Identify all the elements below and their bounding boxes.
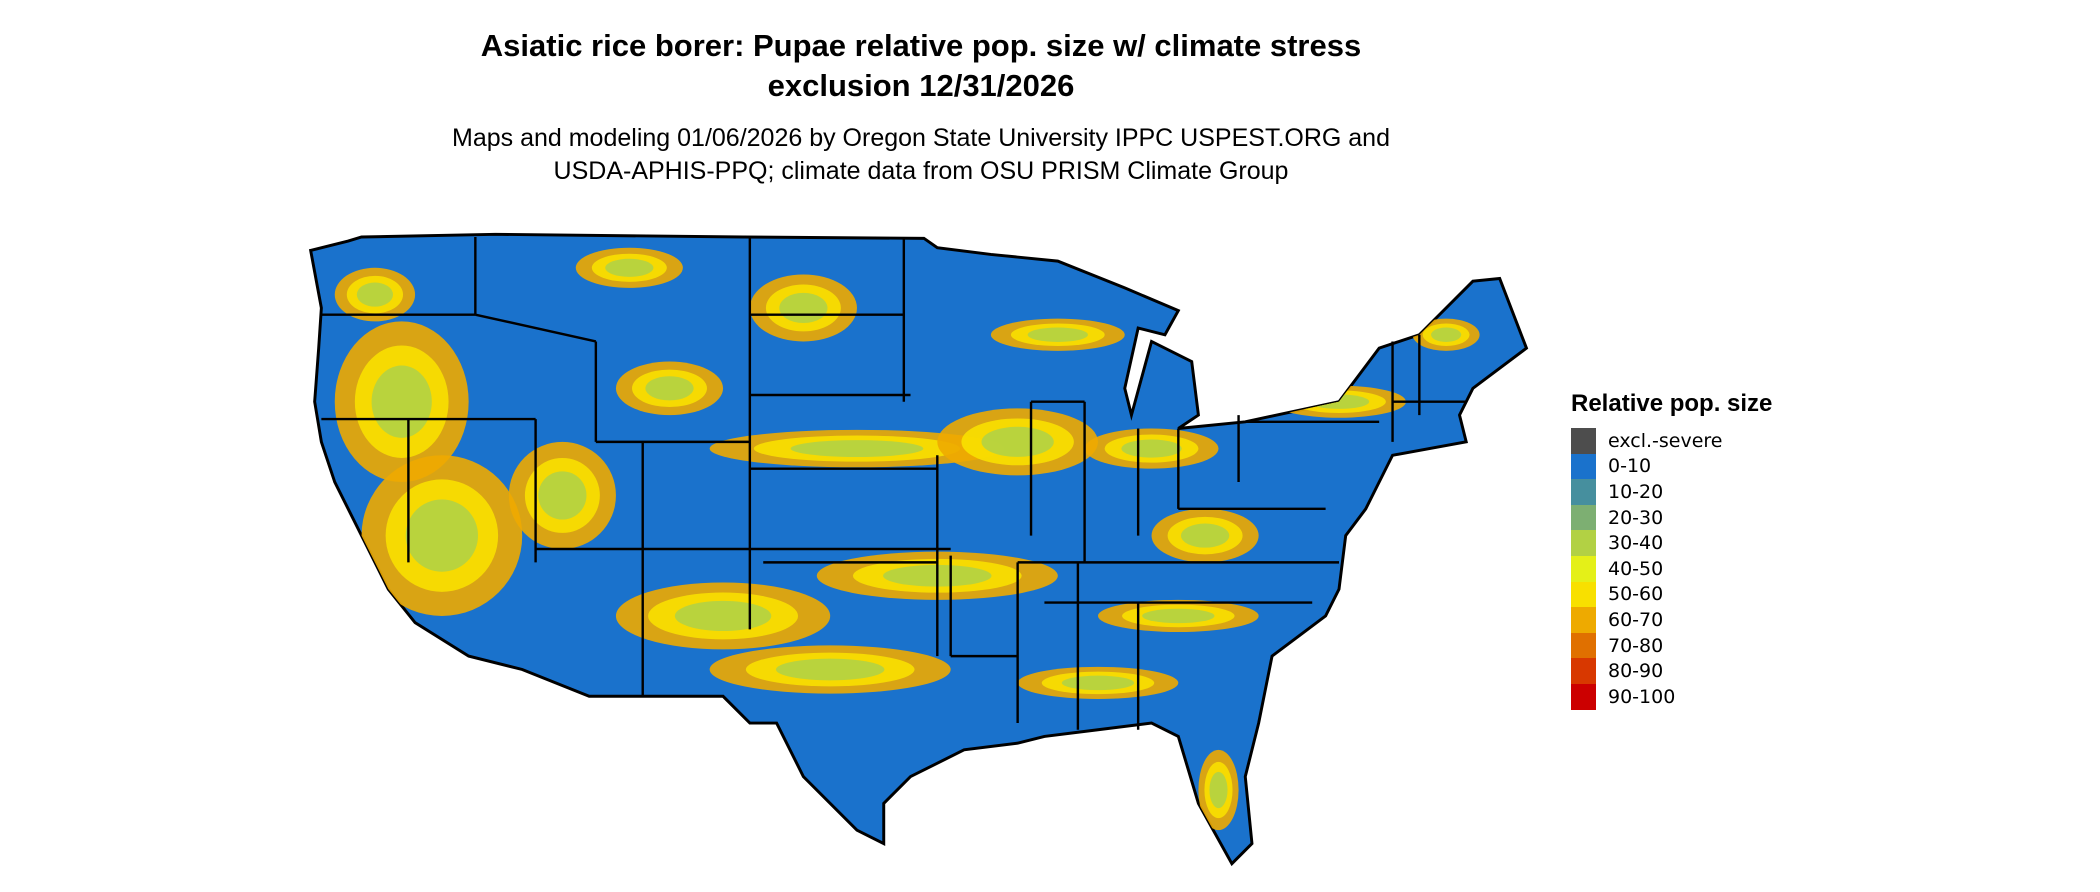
suitability-patch [1209, 771, 1228, 809]
legend-item: excl.-severe [1571, 428, 1772, 454]
legend-label: 90-100 [1608, 685, 1676, 708]
state-borders [321, 237, 1467, 730]
map-subtitle-line1: Maps and modeling 01/06/2026 by Oregon S… [452, 124, 1390, 152]
legend-item: 30-40 [1571, 530, 1772, 556]
suitability-patch [1180, 523, 1230, 548]
legend-item: 70-80 [1571, 632, 1772, 659]
suitability-patch [356, 282, 393, 307]
legend-swatch [1571, 658, 1596, 684]
legend-item: 50-60 [1571, 581, 1772, 608]
suitability-areas [334, 247, 1480, 831]
suitability-patch [1121, 439, 1182, 458]
legend-label: 80-90 [1608, 660, 1664, 683]
legend-swatch [1571, 683, 1596, 710]
suitability-patch [790, 440, 924, 458]
legend-item: 90-100 [1571, 683, 1772, 710]
suitability-patch [981, 426, 1054, 457]
suitability-patch [538, 471, 587, 520]
suitability-patch [371, 365, 432, 438]
legend-label: 10-20 [1608, 480, 1664, 503]
legend-item: 80-90 [1571, 658, 1772, 684]
legend-label: 50-60 [1608, 583, 1664, 606]
legend-swatch [1571, 555, 1596, 582]
legend-label: 0-10 [1608, 455, 1652, 478]
legend-swatch [1571, 632, 1596, 659]
legend-item: 0-10 [1571, 453, 1772, 480]
legend-swatch [1571, 453, 1596, 480]
legend-label: excl.-severe [1608, 429, 1723, 452]
map-title-line2: exclusion 12/31/2026 [767, 68, 1075, 103]
map-title-line1: Asiatic rice borer: Pupae relative pop. … [480, 28, 1362, 63]
legend-item: 20-30 [1571, 504, 1772, 531]
suitability-patch [1431, 327, 1462, 342]
suitability-patch [645, 376, 694, 401]
legend-label: 30-40 [1608, 532, 1664, 555]
legend-title: Relative pop. size [1571, 390, 1773, 417]
legend-swatch [1571, 607, 1596, 633]
suitability-patch [1027, 327, 1088, 342]
legend-swatch [1571, 428, 1596, 454]
suitability-patch [405, 499, 479, 572]
legend-swatch [1571, 530, 1596, 556]
legend: Relative pop. size excl.-severe 0-10 10-20… [1571, 390, 1772, 710]
state-border [475, 313, 597, 343]
suitability-patch [1061, 675, 1135, 691]
legend-label: 20-30 [1608, 506, 1664, 529]
legend-swatch [1571, 504, 1596, 531]
legend-swatch [1571, 479, 1596, 505]
legend-label: 40-50 [1608, 557, 1664, 580]
map-subtitle-line2: USDA-APHIS-PPQ; climate data from OSU PR… [553, 157, 1289, 185]
suitability-patch [674, 600, 772, 632]
suitability-patch [1308, 394, 1370, 409]
legend-label: 60-70 [1608, 608, 1664, 631]
suitability-patch [775, 658, 885, 681]
legend-item: 40-50 [1571, 555, 1772, 582]
suitability-patch [779, 292, 828, 324]
suitability-patch [605, 258, 654, 277]
legend-item: 60-70 [1571, 607, 1772, 633]
legend-swatch [1571, 581, 1596, 608]
legend-label: 70-80 [1608, 634, 1664, 657]
suitability-patch [1142, 608, 1215, 624]
legend-item: 10-20 [1571, 479, 1772, 505]
